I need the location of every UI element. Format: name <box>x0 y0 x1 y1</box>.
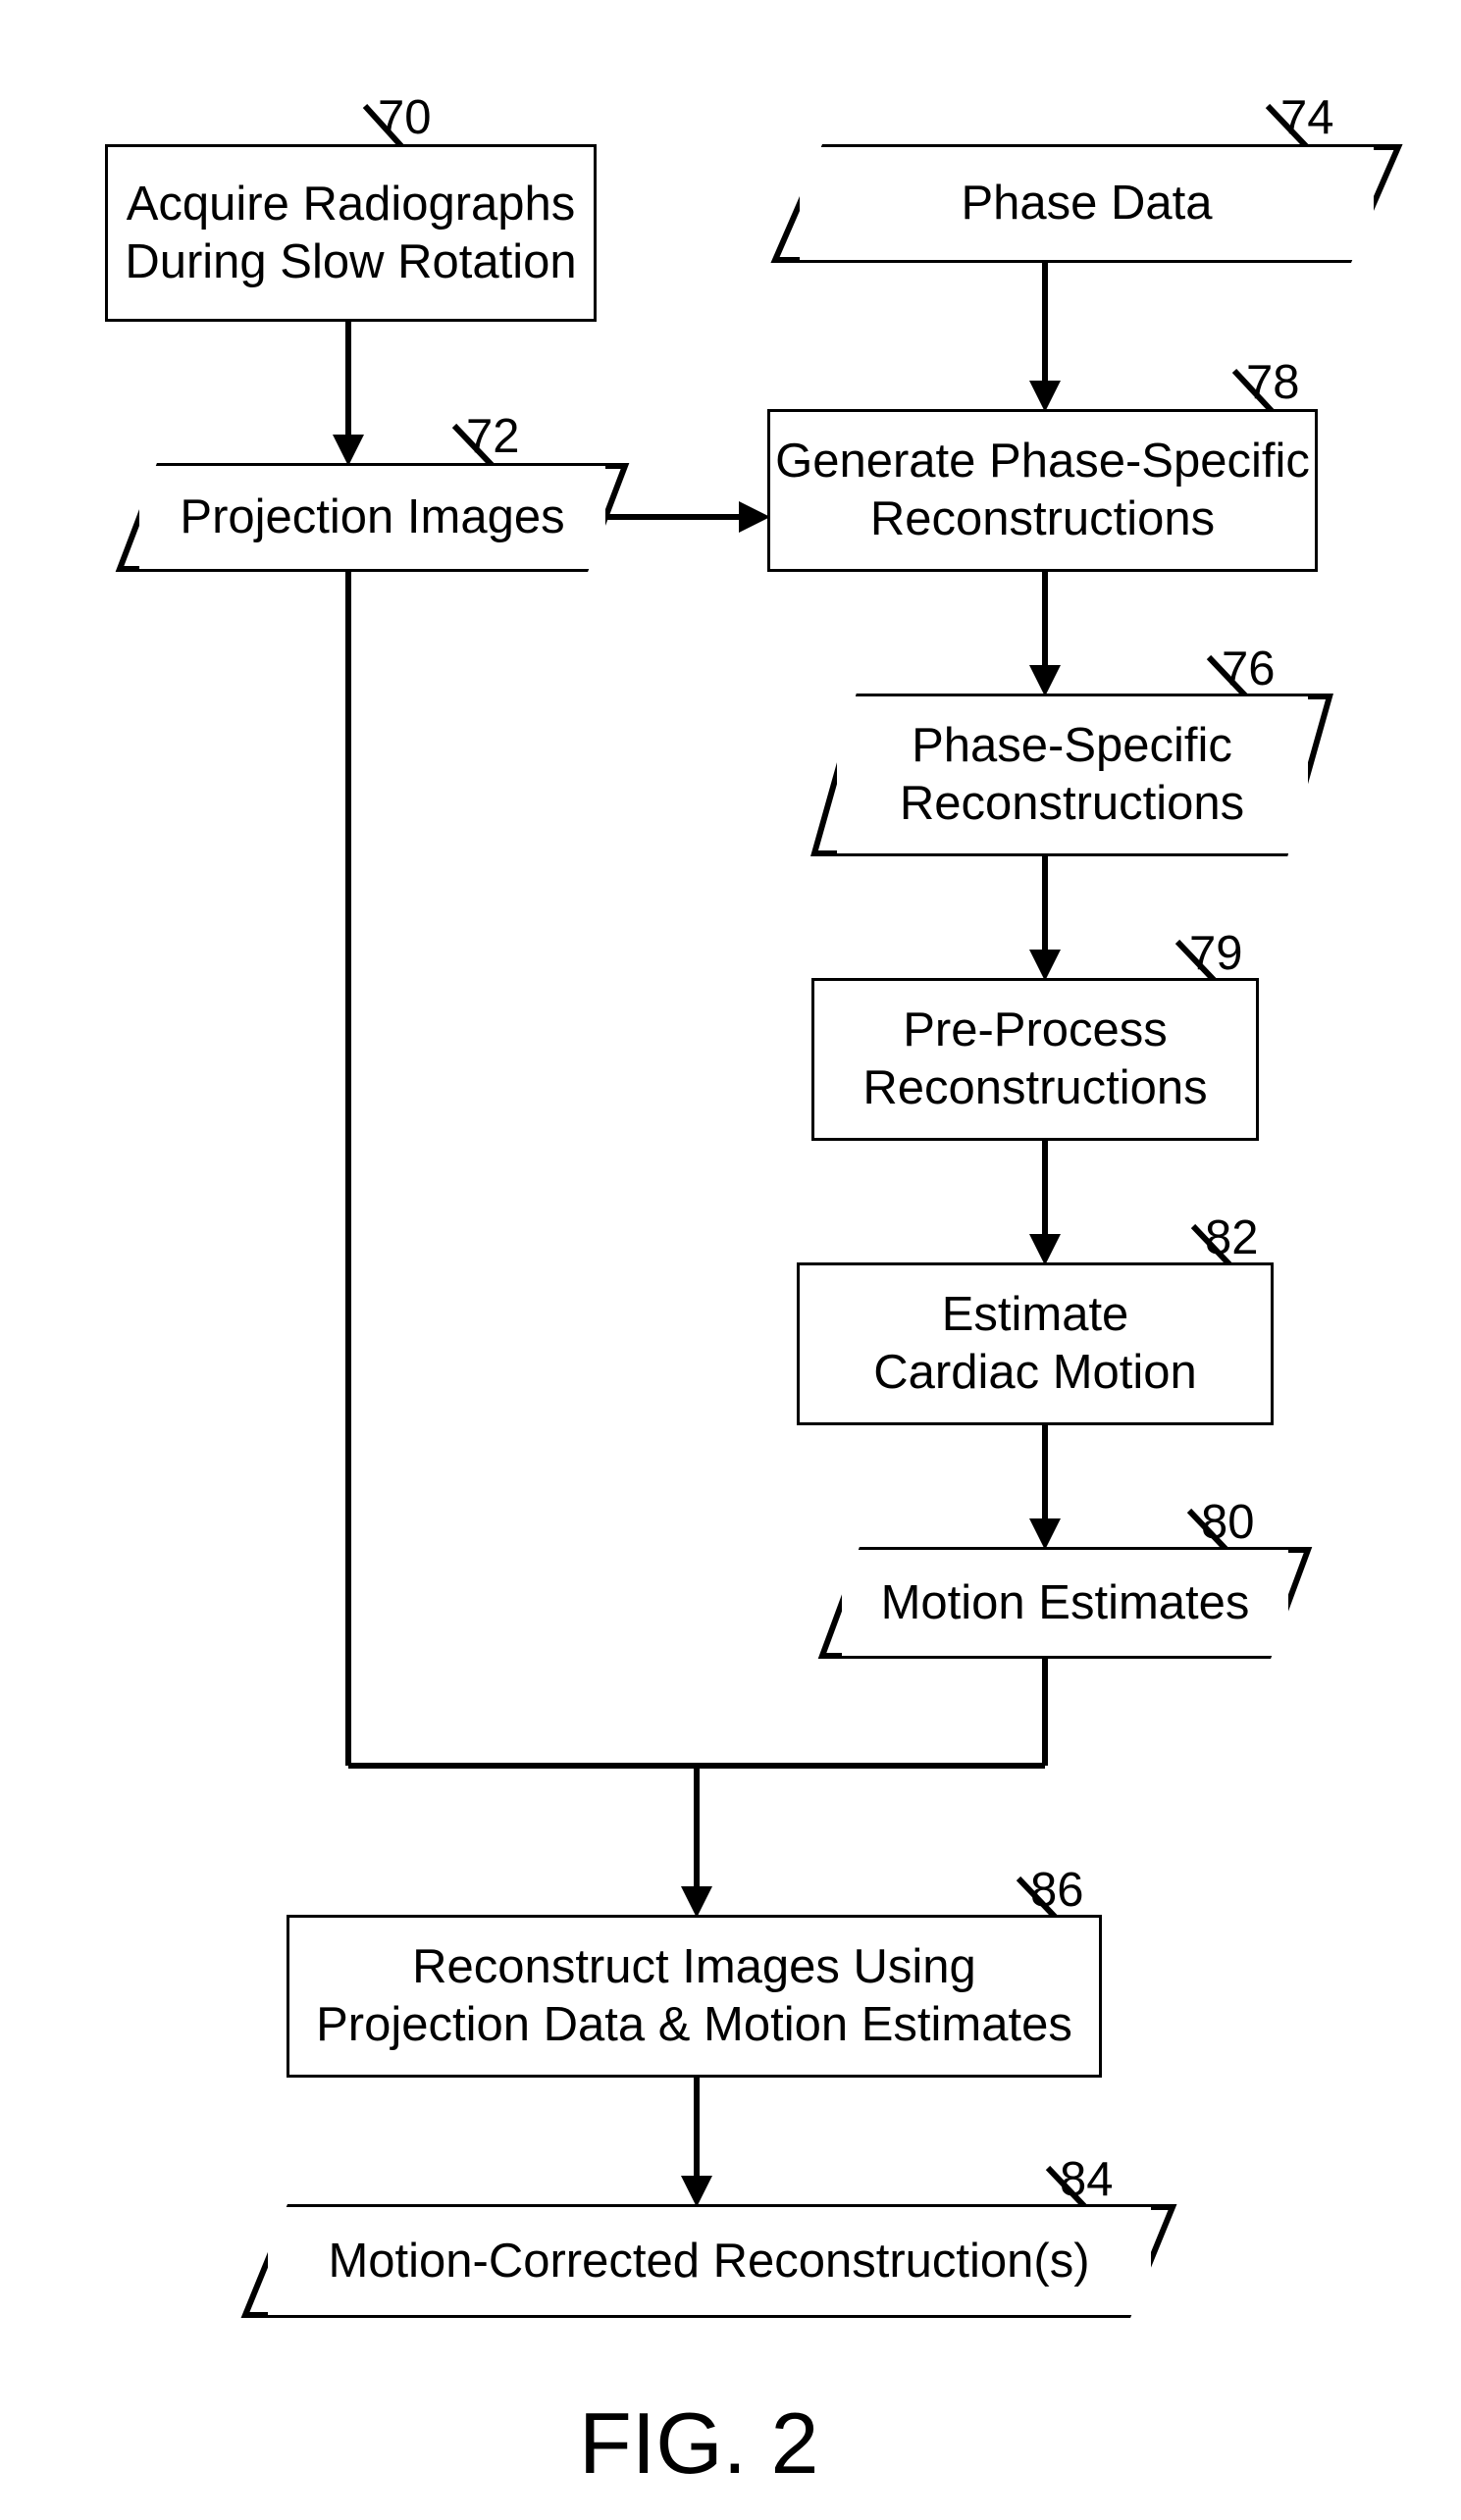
node-n82: Estimate Cardiac Motion <box>800 1265 1271 1422</box>
node-text: Acquire Radiographs During Slow Rotation <box>125 176 576 291</box>
node-text: Motion-Corrected Reconstruction(s) <box>328 2233 1089 2290</box>
node-text: Estimate Cardiac Motion <box>873 1286 1197 1402</box>
ref-78: 78 <box>1246 355 1300 410</box>
ref-84: 84 <box>1060 2152 1114 2207</box>
node-text: Motion Estimates <box>881 1574 1250 1632</box>
node-n72: Projection Images <box>139 466 605 569</box>
node-n70: Acquire Radiographs During Slow Rotation <box>108 147 594 319</box>
node-text: Reconstruct Images Using Projection Data… <box>316 1938 1072 2054</box>
figure-canvas: Acquire Radiographs During Slow Rotation… <box>0 0 1461 2520</box>
ref-74: 74 <box>1280 90 1334 145</box>
node-n86: Reconstruct Images Using Projection Data… <box>289 1918 1099 2075</box>
node-n76: Phase-Specific Reconstructions <box>837 696 1308 853</box>
node-text: Projection Images <box>180 489 564 546</box>
figure-title: FIG. 2 <box>579 2393 819 2494</box>
node-n74: Phase Data <box>800 147 1374 260</box>
ref-79: 79 <box>1189 926 1243 981</box>
ref-72: 72 <box>466 409 520 464</box>
ref-76: 76 <box>1222 642 1276 696</box>
node-text: Generate Phase-Specific Reconstructions <box>775 433 1310 548</box>
node-text: Phase Data <box>961 175 1212 232</box>
node-n84: Motion-Corrected Reconstruction(s) <box>268 2207 1151 2315</box>
ref-82: 82 <box>1205 1210 1259 1265</box>
node-n80: Motion Estimates <box>842 1550 1288 1656</box>
node-n78: Generate Phase-Specific Reconstructions <box>770 412 1315 569</box>
node-text: Pre-Process Reconstructions <box>862 1002 1207 1117</box>
ref-70: 70 <box>378 90 432 145</box>
ref-80: 80 <box>1201 1495 1255 1550</box>
ref-86: 86 <box>1030 1863 1084 1918</box>
node-n79: Pre-Process Reconstructions <box>814 981 1256 1138</box>
node-text: Phase-Specific Reconstructions <box>900 717 1244 833</box>
